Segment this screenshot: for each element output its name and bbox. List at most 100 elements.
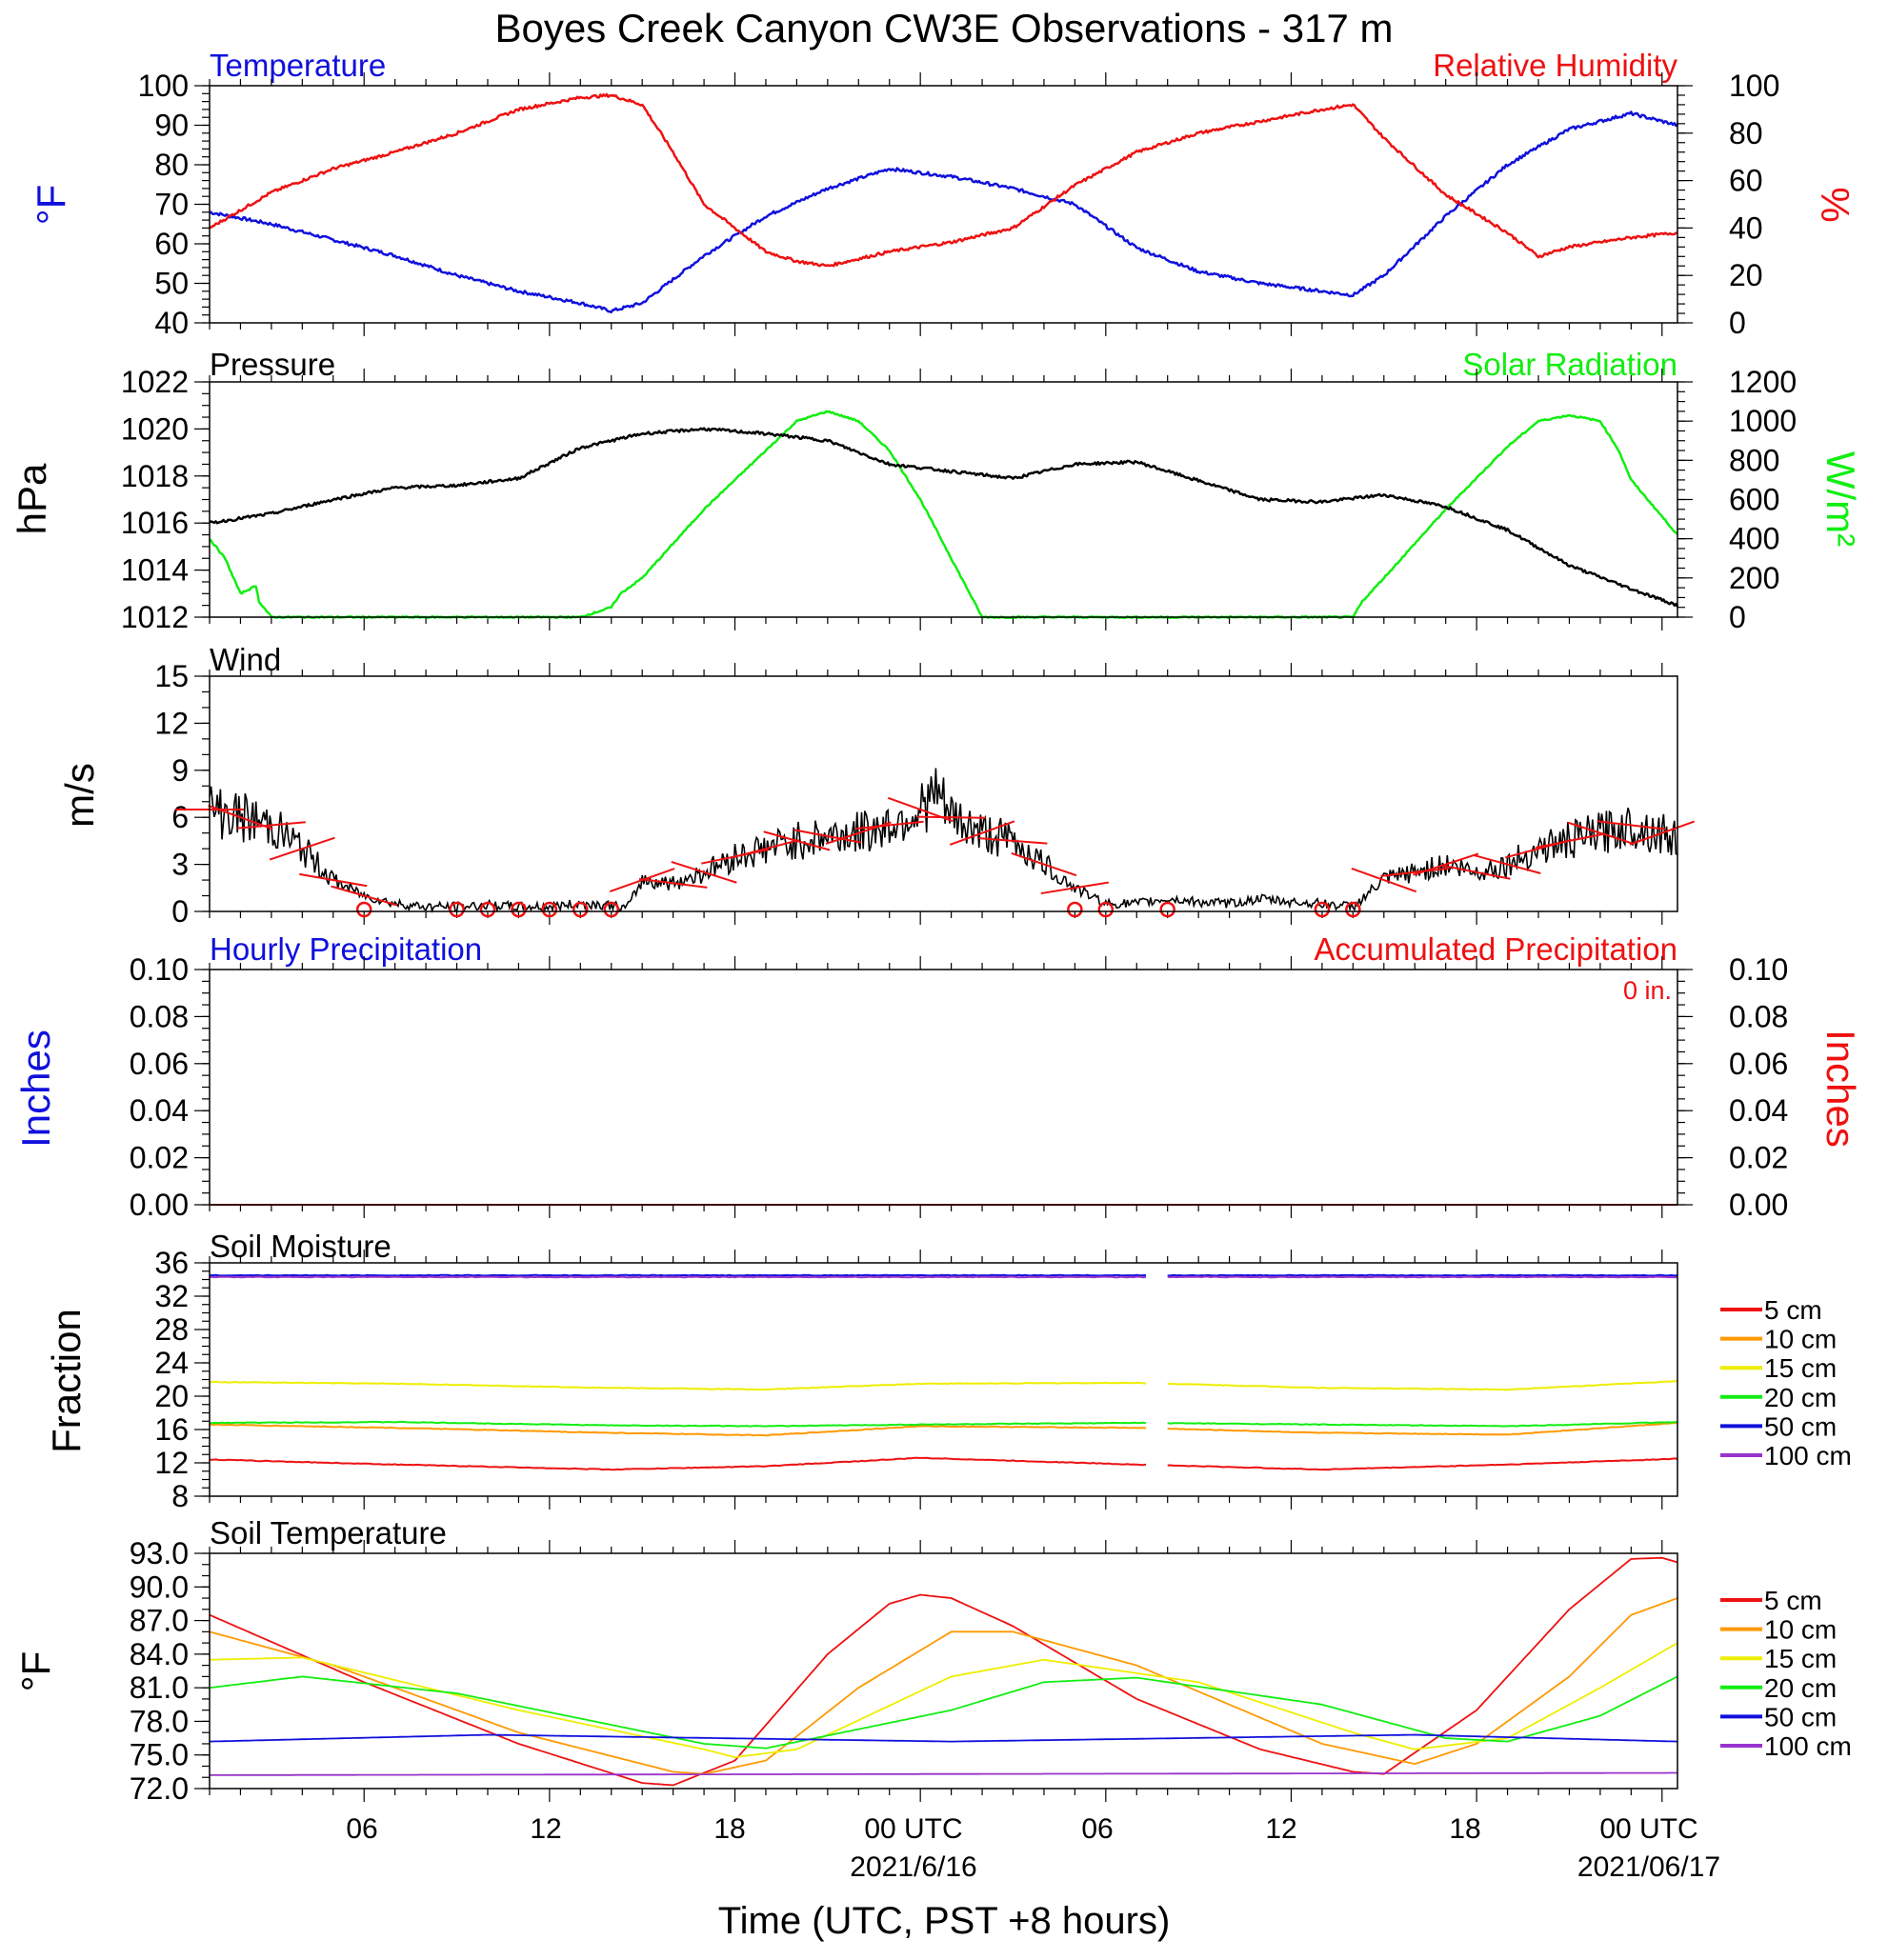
y-tick-label: 0 (1729, 600, 1746, 634)
y-tick-label: 0.04 (130, 1093, 189, 1128)
series-line-relative-humidity (209, 92, 1678, 268)
wind-barb (1040, 881, 1110, 895)
series-line-15-cm (210, 1642, 1678, 1758)
legend-label: 15 cm (1764, 1353, 1837, 1383)
y-tick-label: 1020 (121, 411, 189, 446)
x-tick-label: 18 (713, 1813, 745, 1845)
series-line-100-cm (209, 1275, 1147, 1279)
temperature-panel: Temperature Relative Humidity °F % 100 90… (29, 48, 1858, 340)
pressure-title: Pressure (210, 347, 335, 382)
y-tick-label: 12 (154, 1446, 189, 1480)
hourly-precip-title: Hourly Precipitation (210, 931, 482, 967)
y-tick-label: 70 (154, 188, 189, 222)
wind-title: Wind (210, 642, 281, 677)
calm-wind-marker (572, 901, 589, 918)
y-tick-label: 400 (1729, 522, 1779, 556)
y-tick-label: 200 (1729, 561, 1779, 595)
series-line-5-cm (209, 1456, 1147, 1471)
temperature-axis-label: °F (29, 185, 73, 225)
wind-barb (1597, 820, 1666, 830)
y-tick-label: 24 (154, 1346, 189, 1380)
legend-label: 20 cm (1764, 1673, 1837, 1703)
y-tick-label: 0.06 (1729, 1047, 1788, 1081)
wind-barb (269, 836, 335, 861)
y-tick-label: 90.0 (130, 1570, 189, 1604)
temperature-title: Temperature (210, 48, 386, 83)
y-tick-label: 40 (154, 306, 189, 340)
y-tick-label: 16 (154, 1412, 189, 1447)
y-tick-label: 78.0 (130, 1704, 189, 1738)
calm-wind-marker (1097, 901, 1115, 918)
legend-label: 50 cm (1764, 1411, 1837, 1441)
series-line-temperature (209, 110, 1678, 314)
accum-precip-axis-label: Inches (1818, 1030, 1863, 1148)
y-tick-label: 20 (1729, 258, 1763, 292)
soil-moisture-axis-label: Fraction (44, 1309, 89, 1453)
x-tick-label: 12 (530, 1813, 561, 1845)
y-tick-label: 0.10 (130, 952, 189, 987)
solar-title: Solar Radiation (1462, 347, 1677, 382)
wind-barb (299, 872, 368, 888)
y-tick-label: 93.0 (130, 1536, 189, 1570)
x-tick-label: 12 (1265, 1813, 1296, 1845)
calm-wind-marker (541, 901, 558, 918)
soil-moisture-title: Soil Moisture (210, 1229, 392, 1264)
wind-plot-frame (209, 675, 1678, 912)
wind-barb (763, 830, 831, 851)
legend-label: 15 cm (1764, 1644, 1837, 1673)
figure-title: Boyes Creek Canyon CW3E Observations - 3… (494, 6, 1393, 50)
wind-barb (1567, 821, 1634, 845)
pressure-plot-frame (209, 381, 1678, 618)
hourly-precip-axis-label: Inches (13, 1030, 58, 1148)
y-tick-label: 15 (154, 659, 189, 693)
soil-moisture-plot-frame (209, 1262, 1678, 1497)
legend-label: 20 cm (1764, 1383, 1837, 1412)
y-tick-label: 0.08 (1729, 999, 1788, 1033)
humidity-title: Relative Humidity (1433, 48, 1677, 83)
calm-wind-marker (1067, 901, 1083, 918)
wind-barb (978, 837, 1048, 845)
series-line-50-cm (209, 1733, 1678, 1743)
precip-panel: Hourly Precipitation Accumulated Precipi… (13, 931, 1863, 1222)
x-date-label: 2021/06/17 (1577, 1851, 1720, 1883)
y-tick-label: 0.06 (130, 1047, 189, 1081)
series-line-20-cm (209, 1420, 1147, 1428)
x-tick-label: 18 (1449, 1813, 1480, 1845)
wind-barb (793, 829, 862, 844)
y-tick-label: 3 (171, 848, 189, 882)
y-tick-label: 8 (171, 1479, 189, 1513)
soil-temp-axis-label: °F (13, 1651, 58, 1691)
x-axis-title: Time (UTC, PST +8 hours) (718, 1900, 1171, 1942)
wind-barb (236, 821, 306, 830)
wind-barb (1442, 864, 1511, 880)
calm-wind-marker (479, 901, 496, 918)
series-line-50-cm (209, 1273, 1147, 1277)
wind-barb (1351, 868, 1417, 893)
y-tick-label: 0.04 (1729, 1093, 1788, 1128)
y-tick-label: 80 (1729, 116, 1763, 150)
series-line-100-cm (210, 1771, 1677, 1776)
series-line-20-cm (1167, 1421, 1678, 1428)
y-tick-label: 60 (1729, 164, 1763, 198)
y-tick-label: 0.00 (130, 1188, 189, 1222)
wind-barb (1413, 852, 1479, 876)
wind-barb (916, 815, 986, 819)
series-line-10-cm (209, 1423, 1147, 1437)
wind-barb (638, 877, 708, 889)
calm-wind-marker (449, 901, 465, 918)
calm-wind-marker (603, 901, 619, 918)
wind-barb (1629, 820, 1696, 846)
y-tick-label: 0.02 (130, 1141, 189, 1175)
wind-barb (1011, 852, 1077, 877)
x-tick-label: 00 UTC (1599, 1813, 1697, 1845)
y-tick-label: 0 (171, 894, 189, 929)
calm-wind-marker (1314, 901, 1331, 918)
series-line-15-cm (209, 1380, 1147, 1391)
pressure-axis-label: hPa (10, 463, 54, 534)
y-tick-label: 9 (171, 753, 189, 788)
wind-panel: Wind m/s 15 12 9 6 3 0 (57, 642, 1696, 929)
y-tick-label: 0 (1729, 306, 1746, 340)
soil-temp-plot-frame (209, 1552, 1678, 1790)
pressure-panel: Pressure Solar Radiation hPa W/m² 1022 10… (10, 347, 1863, 634)
